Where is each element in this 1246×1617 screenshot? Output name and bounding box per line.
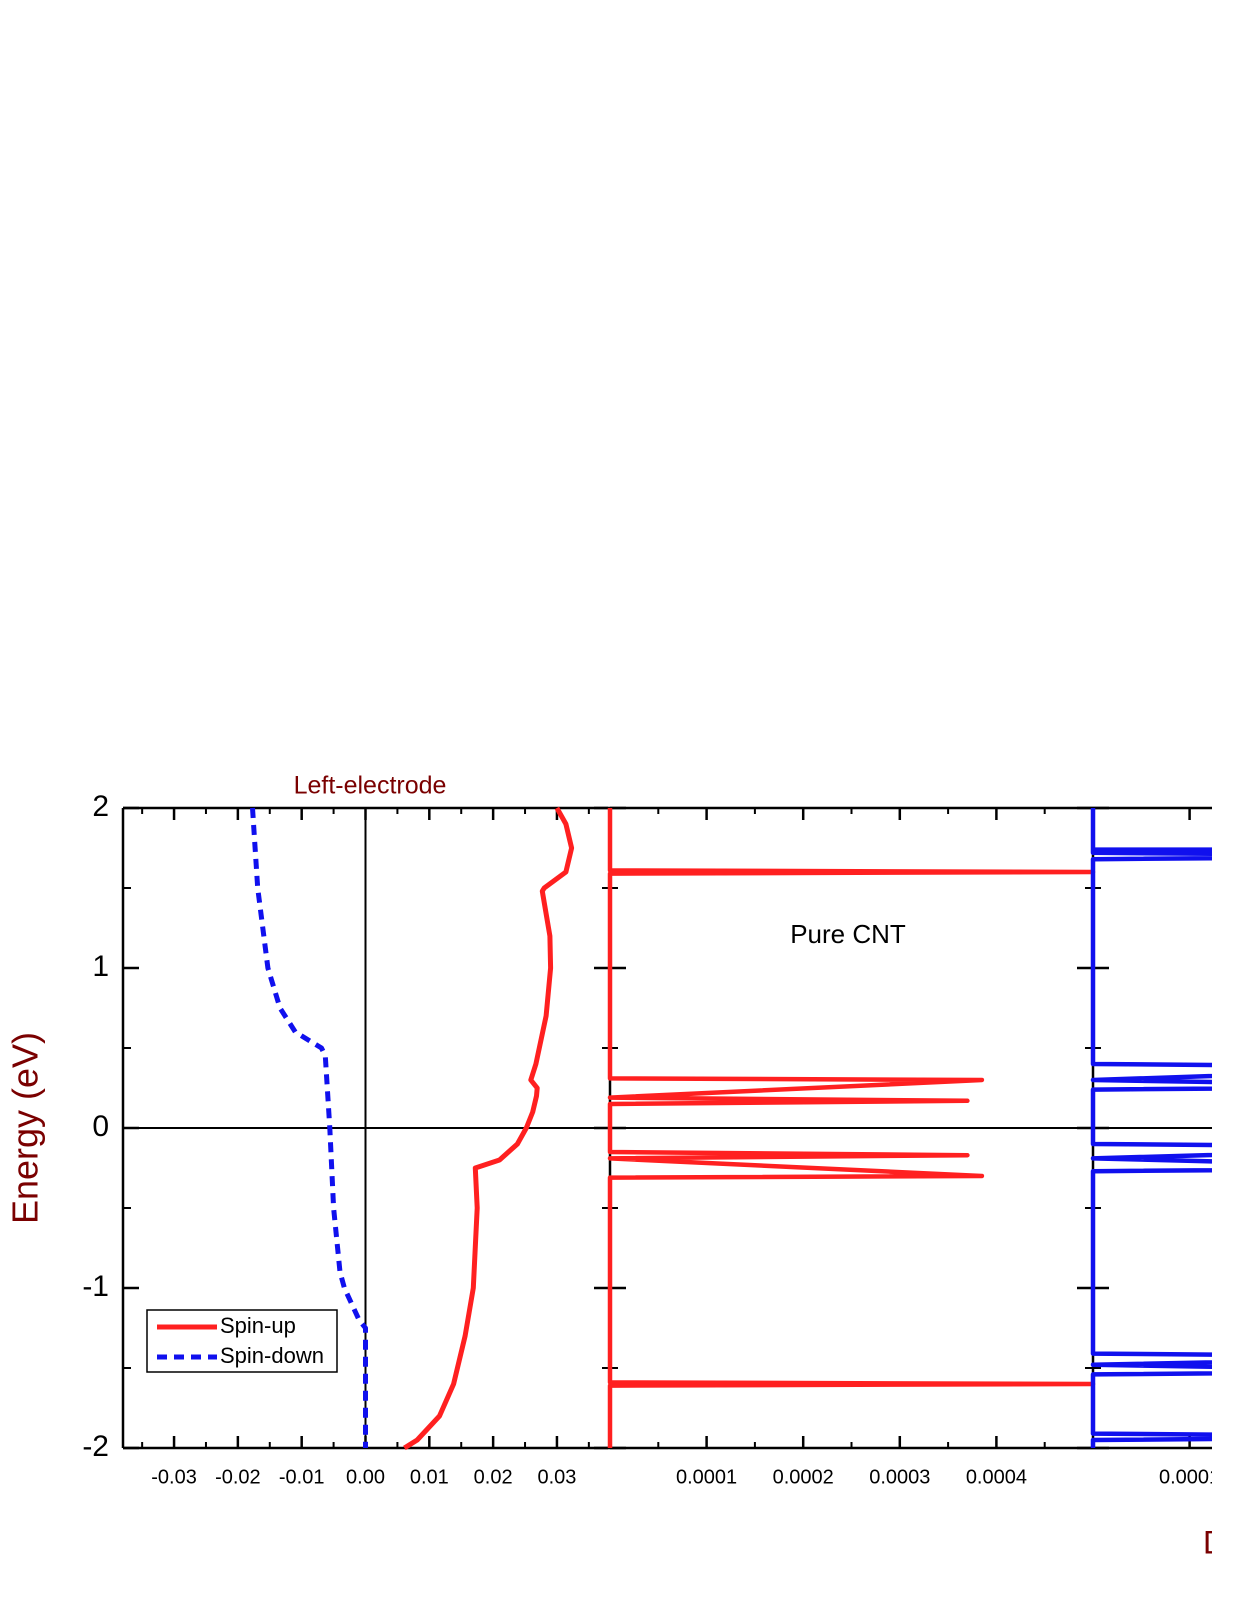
spike-series [607, 808, 1096, 1448]
x-axis-label: D [1203, 1524, 1226, 1560]
y-tick-label: 0 [92, 1110, 109, 1143]
spike-series [1090, 808, 1212, 1448]
x-tick-label: -0.02 [215, 1466, 261, 1488]
x-tick-label: 0.02 [474, 1466, 513, 1488]
x-tick-label: 0.01 [410, 1466, 449, 1488]
x-tick-label: 0.00 [346, 1466, 385, 1488]
y-tick-label: -2 [82, 1430, 109, 1463]
line-series [403, 806, 575, 1451]
y-axis-label: Energy (eV) [5, 1032, 46, 1224]
x-tick-label: 0.0001 [676, 1466, 737, 1488]
x-tick-label: -0.03 [151, 1466, 197, 1488]
line-series [250, 807, 368, 1448]
x-tick-label: -0.01 [279, 1466, 325, 1488]
x-tick-label: 0.0001 [1159, 1466, 1220, 1488]
panel-title: Left-electrode [294, 772, 447, 800]
y-tick-label: -1 [82, 1270, 109, 1303]
y-tick-label: 1 [92, 950, 109, 983]
x-tick-label: 0.0004 [966, 1466, 1027, 1488]
legend-label: Spin-up [220, 1313, 296, 1338]
plot-area: Left-electrode Pure CNT Energy (eV) D -0… [5, 772, 1226, 1560]
x-tick-label: 0.0003 [869, 1466, 930, 1488]
legend-label: Spin-down [220, 1343, 324, 1368]
y-tick-label: 2 [92, 790, 109, 823]
x-tick-label: 0.0002 [773, 1466, 834, 1488]
annotation: Pure CNT [790, 919, 906, 949]
legend-box [146, 1309, 338, 1373]
x-tick-label: 0.03 [537, 1466, 576, 1488]
